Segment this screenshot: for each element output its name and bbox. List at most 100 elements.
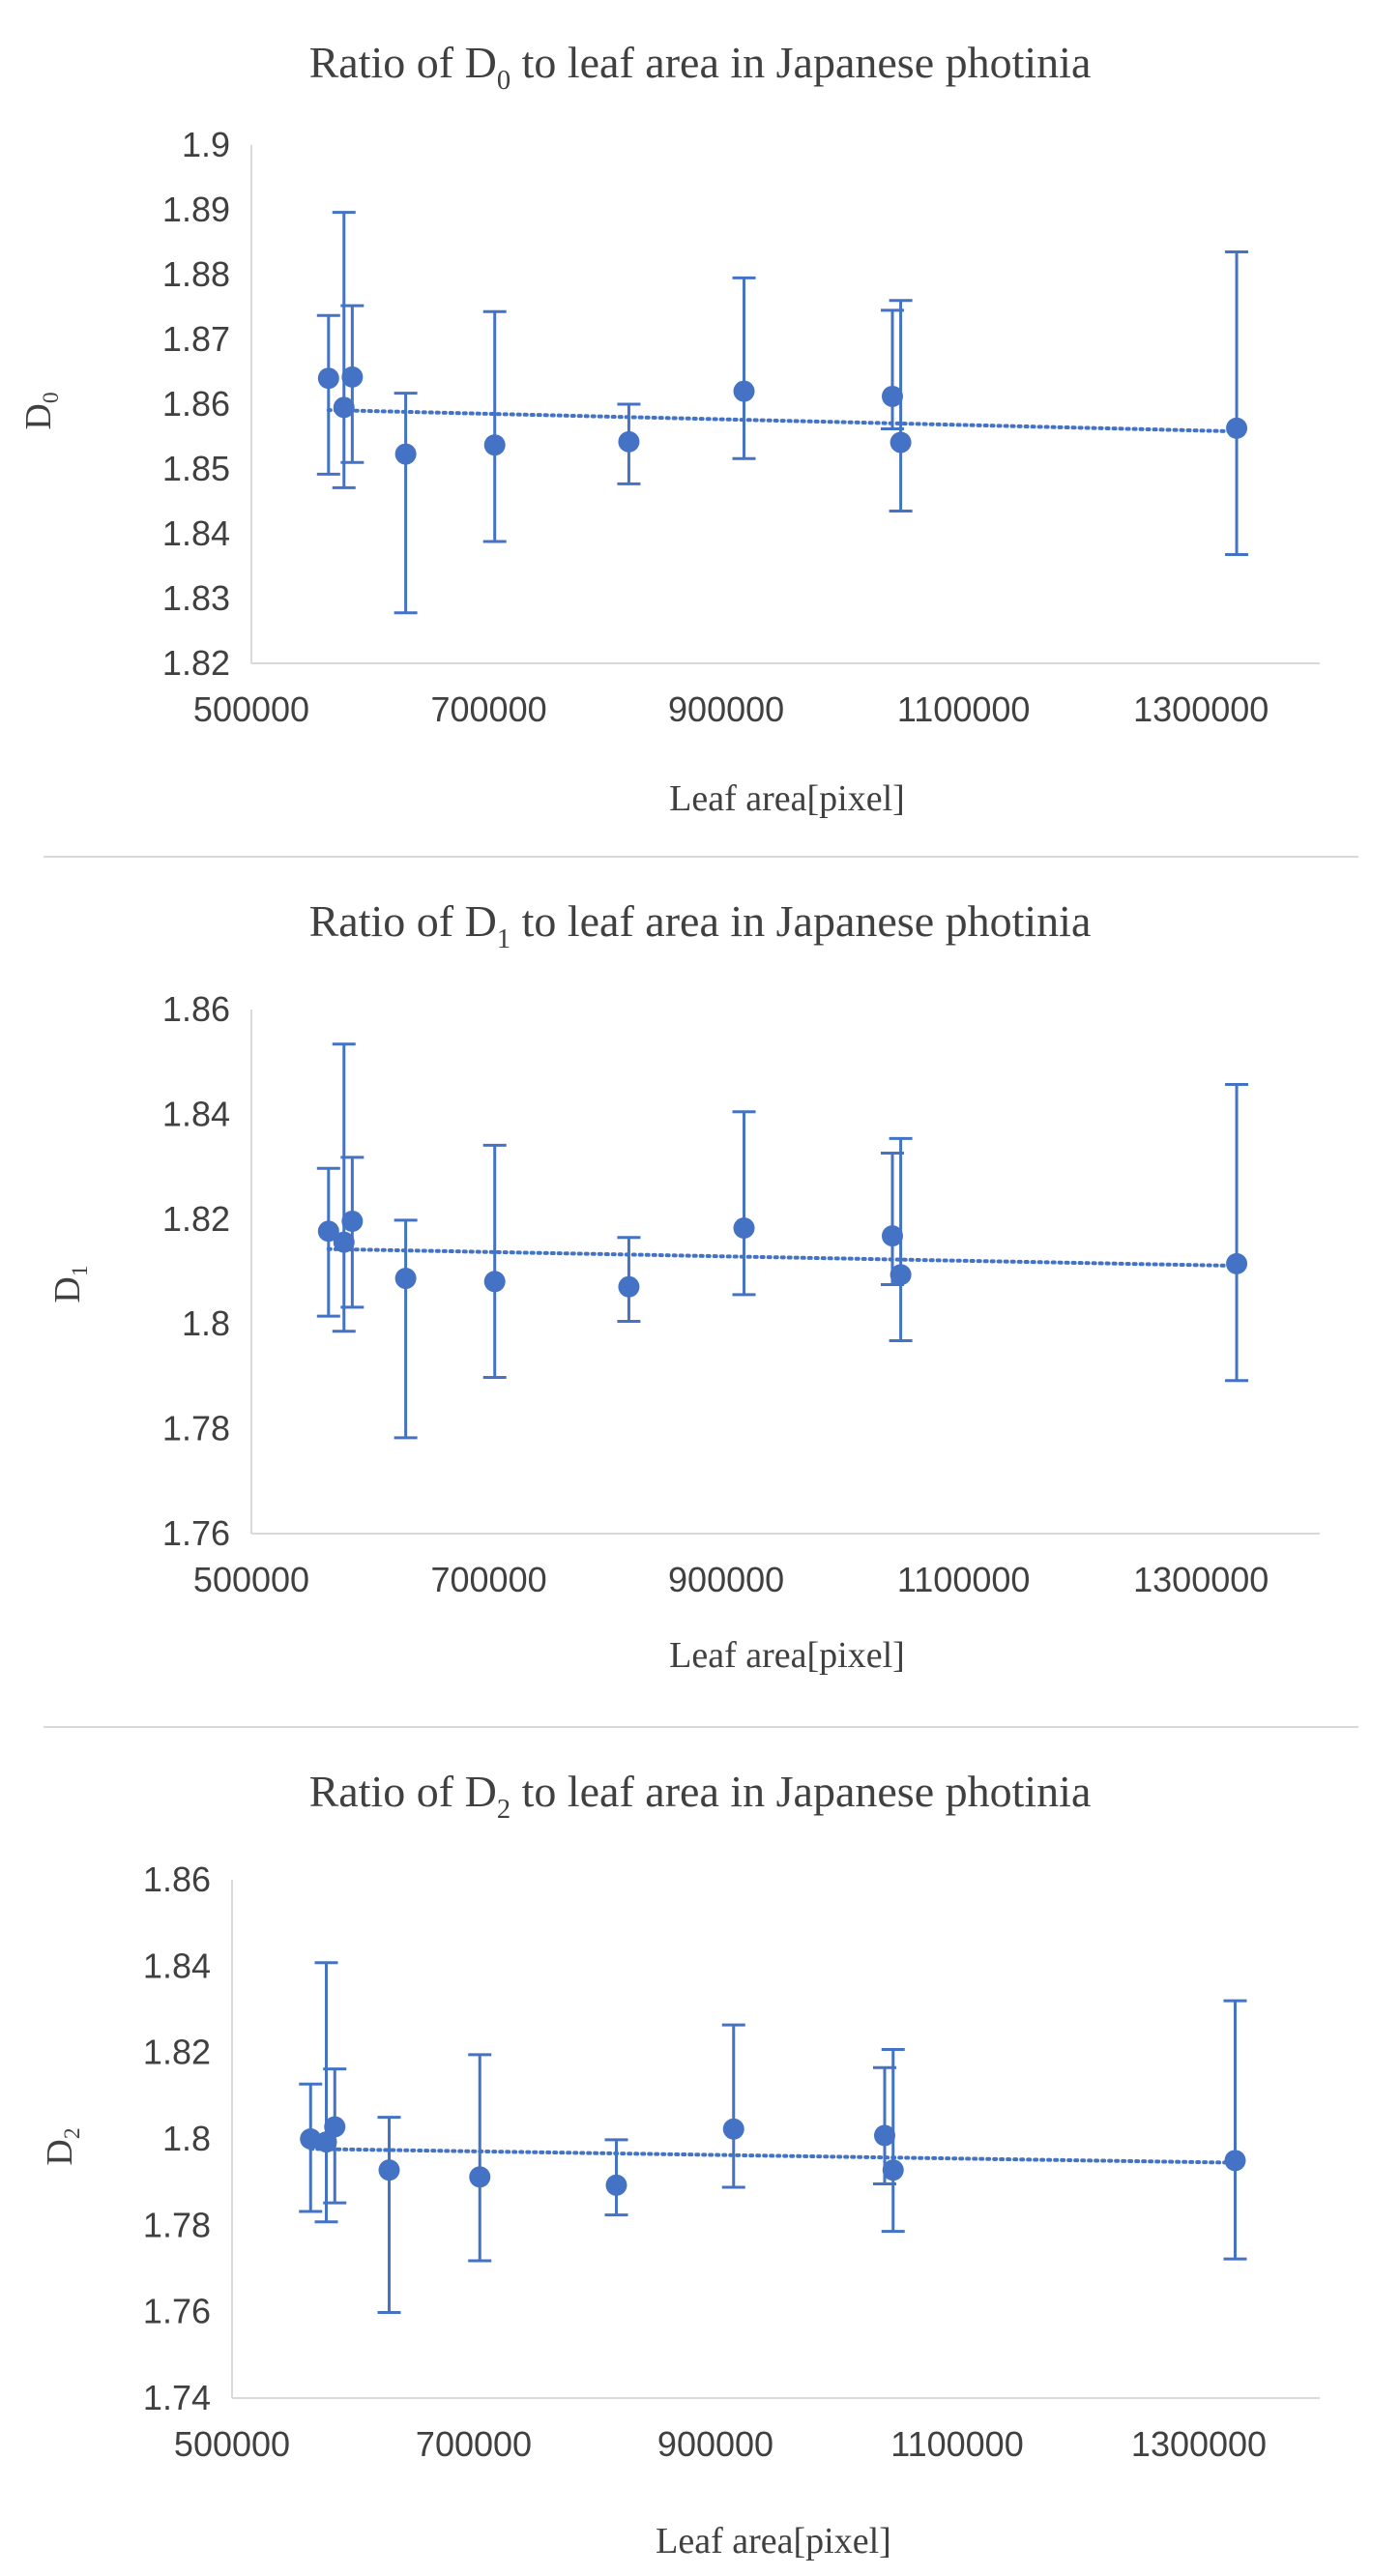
y-axis-label-subscript: 1 [68,1265,93,1276]
y-axis-label-subscript: 0 [39,392,64,403]
chart-title-prefix: Ratio of D [309,896,497,946]
y-axis-label: D0 [18,392,64,429]
trendline-group [326,1246,1240,1269]
data-point [722,2118,744,2140]
x-tick-labels: 500000 700000 900000 1100000 1300000 [193,689,1269,729]
x-axis-label: Leaf area[pixel] [669,778,905,819]
y-tick-label: 1.82 [162,643,230,683]
data-point [394,443,417,465]
data-point [483,434,506,456]
x-tick-label: 900000 [668,689,784,729]
data-point [483,1271,506,1293]
x-tick-label: 500000 [174,2424,290,2464]
trendline [326,1246,1240,1269]
trendline [326,408,1240,434]
trendline [308,2147,1238,2165]
y-tick-label: 1.82 [162,1199,230,1239]
data-point [874,2124,895,2147]
y-tick-label: 1.78 [162,1409,230,1449]
x-tick-labels: 500000 700000 900000 1100000 1300000 [193,1560,1269,1599]
data-point [300,2128,322,2150]
data-point [341,1210,364,1232]
y-tick-label: 1.86 [162,384,230,424]
chart-title-suffix: to leaf area in Japanese photinia [510,38,1091,87]
data-point [618,1275,640,1298]
data-point [317,367,339,390]
data-point [733,1217,755,1240]
data-point [333,1231,355,1253]
y-axis-label-subscript: 2 [60,2127,85,2139]
y-tick-label: 1.76 [162,1513,230,1553]
chart-title: Ratio of D1 to leaf area in Japanese pho… [309,896,1092,954]
error-bars [299,1961,1247,2315]
chart-title: Ratio of D2 to leaf area in Japanese pho… [309,1767,1092,1825]
data-point [394,1268,417,1290]
x-axis-label: Leaf area[pixel] [656,2521,891,2561]
chart-title-prefix: Ratio of D [309,1767,497,1816]
x-tick-label: 900000 [668,1560,784,1599]
y-tick-label: 1.8 [162,2119,211,2158]
y-tick-label: 1.85 [162,449,230,488]
y-tick-label: 1.84 [162,513,230,553]
y-tick-label: 1.84 [162,1094,230,1133]
x-tick-label: 500000 [193,689,309,729]
chart-title-subscript: 2 [497,1795,510,1825]
x-axis-label: Leaf area[pixel] [669,1635,905,1676]
x-tick-label: 1300000 [1133,1560,1269,1599]
y-axis-label-text: D [40,2139,80,2165]
chart-title-prefix: Ratio of D [309,38,497,87]
x-tick-label: 1100000 [897,689,1030,729]
data-point [618,430,640,453]
data-point [469,2166,491,2188]
x-tick-label: 1100000 [890,2424,1023,2464]
chart-title-subscript: 0 [497,66,510,96]
x-tick-label: 900000 [657,2424,773,2464]
x-tick-label: 500000 [193,1560,309,1599]
chart-title: Ratio of D0 to leaf area in Japanese pho… [309,38,1092,96]
y-tick-label: 1.8 [182,1303,230,1343]
data-point [605,2174,627,2196]
chart-title-suffix: to leaf area in Japanese photinia [510,896,1091,946]
data-points [317,1210,1248,1298]
y-tick-label: 1.82 [143,2033,211,2072]
data-point [1226,417,1248,439]
chart-d1: Ratio of D1 to leaf area in Japanese pho… [47,896,1320,1676]
data-points [317,366,1248,465]
data-point [882,2159,904,2181]
data-point [317,1220,339,1243]
y-tick-label: 1.9 [182,125,230,164]
y-tick-label: 1.78 [143,2205,211,2244]
data-points [300,2116,1246,2196]
data-point [378,2159,400,2181]
y-tick-label: 1.74 [143,2378,211,2417]
data-point [333,396,355,419]
y-tick-label: 1.83 [162,578,230,618]
y-tick-labels: 1.76 1.78 1.8 1.82 1.84 1.86 [162,989,230,1553]
data-point [882,385,903,407]
x-tick-label: 1100000 [897,1560,1030,1599]
trendline-group [326,408,1240,434]
chart-title-subscript: 1 [497,924,510,954]
trendline-group [308,2147,1238,2165]
y-tick-label: 1.84 [143,1946,211,1985]
y-axis-label-text: D [18,403,59,429]
data-point [890,1264,912,1286]
y-tick-label: 1.87 [162,319,230,359]
y-tick-label: 1.88 [162,254,230,294]
data-point [1224,2150,1246,2172]
x-tick-label: 700000 [430,1560,546,1599]
data-point [733,380,755,402]
x-tick-label: 700000 [416,2424,532,2464]
y-tick-labels: 1.82 1.83 1.84 1.85 1.86 1.87 1.88 1.89 1.9 [162,125,230,683]
data-point [882,1225,903,1247]
y-axis-label-text: D [47,1276,88,1303]
x-tick-label: 1300000 [1131,2424,1267,2464]
y-tick-labels: 1.74 1.76 1.78 1.8 1.82 1.84 1.86 [143,1859,211,2417]
y-tick-label: 1.86 [143,1859,211,1899]
chart-d0: Ratio of D0 to leaf area in Japanese pho… [18,38,1320,819]
data-point [1226,1252,1248,1274]
y-axis-label: D2 [40,2127,85,2165]
error-bars [316,1042,1249,1440]
chart-title-suffix: to leaf area in Japanese photinia [510,1767,1091,1816]
